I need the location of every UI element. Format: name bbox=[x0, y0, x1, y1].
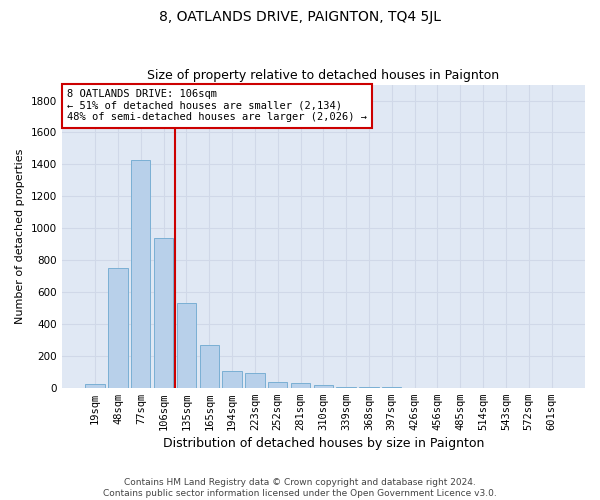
Bar bbox=[108, 268, 128, 388]
Y-axis label: Number of detached properties: Number of detached properties bbox=[15, 148, 25, 324]
Bar bbox=[85, 384, 105, 388]
Text: 8, OATLANDS DRIVE, PAIGNTON, TQ4 5JL: 8, OATLANDS DRIVE, PAIGNTON, TQ4 5JL bbox=[159, 10, 441, 24]
Bar bbox=[268, 382, 287, 388]
Bar bbox=[314, 386, 333, 388]
Bar bbox=[245, 372, 265, 388]
Bar bbox=[200, 346, 219, 388]
Text: Contains HM Land Registry data © Crown copyright and database right 2024.
Contai: Contains HM Land Registry data © Crown c… bbox=[103, 478, 497, 498]
Bar bbox=[291, 384, 310, 388]
Bar bbox=[177, 303, 196, 388]
X-axis label: Distribution of detached houses by size in Paignton: Distribution of detached houses by size … bbox=[163, 437, 484, 450]
Bar bbox=[223, 371, 242, 388]
Text: 8 OATLANDS DRIVE: 106sqm
← 51% of detached houses are smaller (2,134)
48% of sem: 8 OATLANDS DRIVE: 106sqm ← 51% of detach… bbox=[67, 89, 367, 122]
Bar bbox=[131, 160, 151, 388]
Title: Size of property relative to detached houses in Paignton: Size of property relative to detached ho… bbox=[147, 69, 499, 82]
Bar bbox=[154, 238, 173, 388]
Bar bbox=[337, 386, 356, 388]
